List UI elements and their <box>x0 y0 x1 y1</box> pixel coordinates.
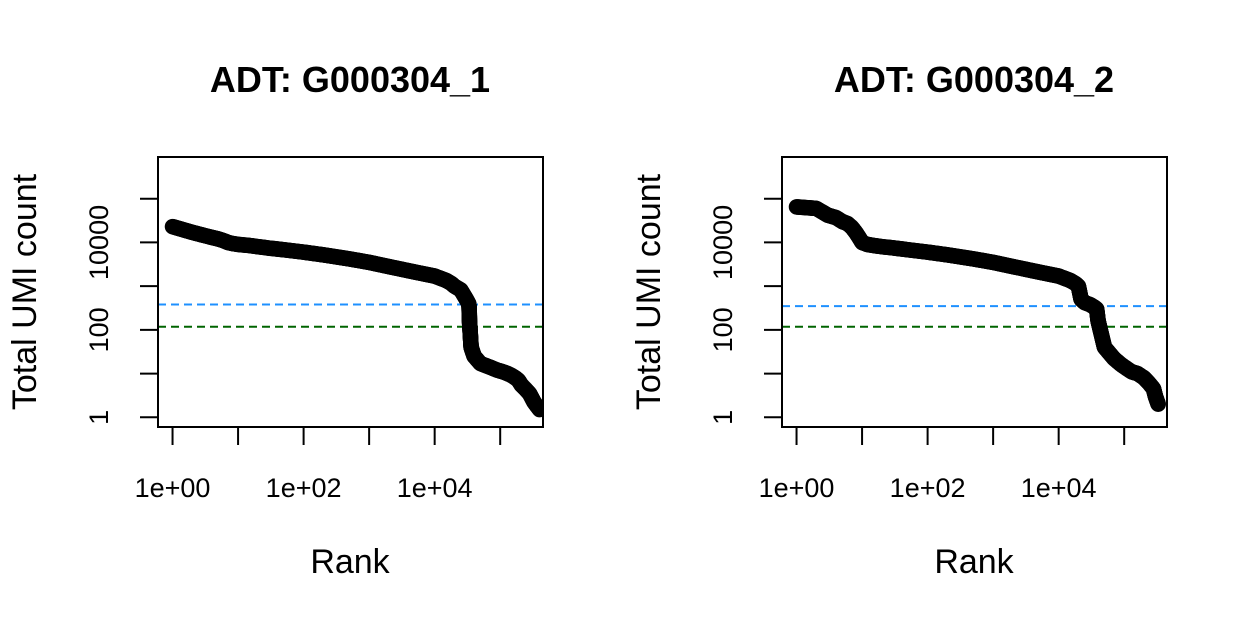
y-tick-label: 10000 <box>708 205 738 280</box>
y-axis-label: Total UMI count <box>6 173 44 410</box>
x-axis-label: Rank <box>934 543 1014 581</box>
x-tick-label: 1e+04 <box>397 473 473 503</box>
chart-title: ADT: G000304_1 <box>210 59 490 100</box>
plot-frame <box>157 156 544 428</box>
plot-area: 1e+00 1e+02 1e+04 1 100 10000 <box>84 156 544 503</box>
x-tick-label: 1e+04 <box>1021 473 1097 503</box>
x-tick-label: 1e+00 <box>135 473 211 503</box>
y-tick-label: 1 <box>708 410 738 425</box>
y-tick-label: 1 <box>84 410 114 425</box>
x-tick-label: 1e+00 <box>759 473 835 503</box>
chart-title: ADT: G000304_2 <box>834 59 1114 100</box>
data-points <box>164 218 543 418</box>
panel-g000304-1: ADT: G000304_1 Rank Total UMI count 1e+0… <box>6 59 544 581</box>
panel-g000304-2: ADT: G000304_2 Rank Total UMI count 1e+0… <box>630 59 1168 581</box>
data-point <box>1150 396 1166 412</box>
x-axis-label: Rank <box>310 543 390 581</box>
y-tick-label: 100 <box>84 307 114 352</box>
data-points <box>788 199 1166 412</box>
y-tick-label: 100 <box>708 307 738 352</box>
x-tick-label: 1e+02 <box>890 473 966 503</box>
x-tick-label: 1e+02 <box>266 473 342 503</box>
data-point <box>531 401 543 418</box>
plot-frame <box>781 156 1168 428</box>
plot-area: 1e+00 1e+02 1e+04 1 100 10000 <box>708 156 1168 503</box>
y-axis-label: Total UMI count <box>630 173 668 410</box>
y-tick-label: 10000 <box>84 205 114 280</box>
